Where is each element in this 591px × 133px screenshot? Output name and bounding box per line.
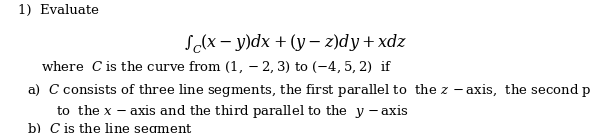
Text: b)  $C$ is the line segment: b) $C$ is the line segment <box>27 121 193 133</box>
Text: a)  $C$ consists of three line segments, the first parallel to  the $z\,-$axis, : a) $C$ consists of three line segments, … <box>27 82 591 99</box>
Text: to  the $x\,-$axis and the third parallel to the  $y\,-$axis: to the $x\,-$axis and the third parallel… <box>56 103 409 120</box>
Text: 1)  Evaluate: 1) Evaluate <box>18 4 99 17</box>
Text: $\int_C(x - y)dx + (y - z)dy + xdz$: $\int_C(x - y)dx + (y - z)dy + xdz$ <box>184 32 407 55</box>
Text: where  $C$ is the curve from $(1, -2, 3)$ to $(-4, 5, 2)$  if: where $C$ is the curve from $(1, -2, 3)$… <box>41 59 392 75</box>
